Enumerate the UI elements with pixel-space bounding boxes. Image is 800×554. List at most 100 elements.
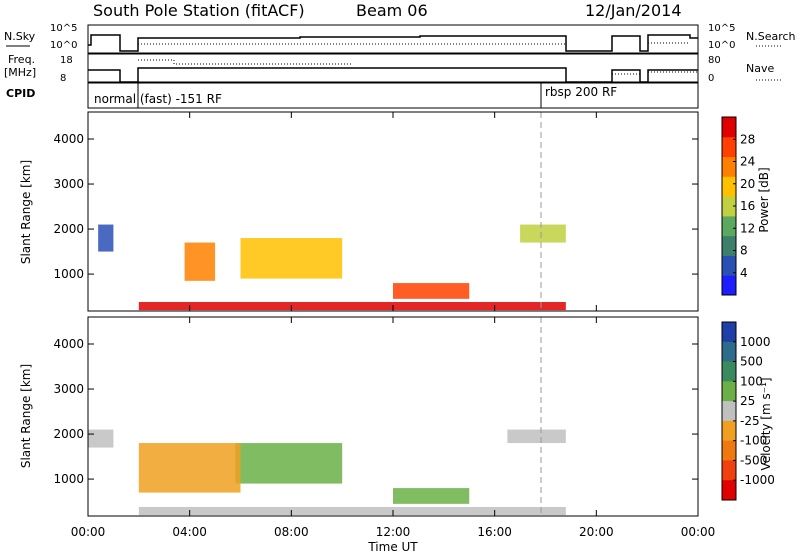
colorbar-tick-label: 8: [740, 244, 748, 258]
x-tick-label: 00:00: [71, 525, 106, 539]
velocity-echo-region-4: [88, 429, 114, 448]
y-tick-label: 3000: [53, 177, 84, 191]
colorbar-tick-label: 4: [740, 266, 748, 280]
colorbar-tick-label: -1000: [740, 473, 775, 487]
y-tick-label: 2000: [53, 427, 84, 441]
velocity-colorbar-label: Velocity [m s⁻¹]: [759, 377, 773, 470]
power-echo-region-2: [393, 283, 470, 299]
power-echo-region-1: [240, 238, 343, 279]
nsky-tick-top: 10^5: [50, 23, 77, 34]
power-echo-marks: [98, 224, 566, 311]
colorbar-swatch: [722, 440, 736, 461]
colorbar-swatch: [722, 275, 736, 296]
velocity-y-axis-label: Slant Range [km]: [19, 364, 33, 468]
freq-tick-bottom: 8: [60, 73, 66, 84]
y-tick-label: 1000: [53, 472, 84, 486]
colorbar-swatch: [722, 361, 736, 382]
nsky-strip-frame: [87, 24, 699, 54]
x-axis-label: Time UT: [367, 540, 418, 554]
x-tick-label: 20:00: [579, 525, 614, 539]
power-echo-region-0: [138, 301, 566, 311]
freq-trace: [88, 67, 698, 83]
nave-trace: [138, 59, 698, 75]
nsearch-tick-bottom: 10^0: [708, 40, 735, 51]
colorbar-swatch: [722, 322, 736, 343]
cpid-mode-rbsp: rbsp 200 RF: [545, 85, 617, 99]
x-tick-label: 12:00: [376, 525, 411, 539]
cpid-strip-frame: [87, 82, 699, 109]
colorbar-tick-label: 25: [740, 394, 755, 408]
colorbar-tick-label: -100: [740, 434, 767, 448]
colorbar-swatch: [722, 136, 736, 158]
time-x-axis: 00:00 04:00 08:00 12:00 16:00 20:00 00:00: [71, 112, 716, 539]
colorbar-swatch: [722, 460, 736, 481]
colorbar-swatch: [722, 480, 736, 501]
nsky-label: N.Sky: [4, 30, 36, 43]
x-tick-label: 04:00: [172, 525, 207, 539]
nsky-tick-bottom: 10^0: [50, 40, 77, 51]
colorbar-swatch: [722, 176, 736, 197]
freq-label-line1: Freq.: [8, 53, 35, 66]
y-tick-label: 4000: [53, 337, 84, 351]
cpid-label: CPID: [6, 87, 35, 100]
colorbar-swatch: [722, 420, 736, 442]
x-tick-label: 08:00: [274, 525, 309, 539]
nsearch-trace: [138, 42, 690, 45]
velocity-echo-region-3: [138, 443, 241, 493]
colorbar-tick-label: 12: [740, 221, 755, 235]
colorbar-swatch: [722, 156, 736, 177]
velocity-echo-region-2: [393, 488, 470, 504]
velocity-y-ticks: 1000 2000 3000 4000: [53, 337, 698, 486]
colorbar-swatch: [722, 235, 736, 256]
y-tick-label: 3000: [53, 382, 84, 396]
cpid-mode-normal: normal (fast) -151 RF: [94, 92, 222, 106]
colorbar-swatch: [722, 341, 736, 363]
power-echo-region-3: [184, 242, 216, 281]
y-tick-label: 4000: [53, 132, 84, 146]
velocity-echo-marks: [88, 429, 566, 516]
colorbar-tick-label: 24: [740, 155, 755, 169]
colorbar-tick-label: 20: [740, 177, 755, 191]
colorbar-tick-label: 500: [740, 355, 763, 369]
x-tick-label: 00:00: [681, 525, 716, 539]
power-panel: 1000 2000 3000 4000 Slant Range [km]: [19, 111, 699, 312]
power-colorbar-label: Power [dB]: [757, 167, 771, 232]
colorbar-tick-label: -500: [740, 453, 767, 467]
power-echo-region-4: [98, 224, 114, 252]
colorbar-swatch: [722, 401, 736, 422]
x-tick-label: 16:00: [477, 525, 512, 539]
colorbar-tick-label: -25: [740, 414, 760, 428]
date-label: 12/Jan/2014: [585, 1, 682, 20]
colorbar-swatch: [722, 255, 736, 276]
power-y-ticks: 1000 2000 3000 4000: [53, 132, 698, 281]
nsearch-tick-top: 10^5: [708, 23, 735, 34]
beam-label: Beam 06: [356, 1, 428, 20]
freq-label-line2: [MHz]: [4, 66, 36, 79]
colorbar-swatch: [722, 215, 736, 237]
y-tick-label: 2000: [53, 222, 84, 236]
nsearch-label: N.Search: [746, 30, 796, 43]
nave-label: Nave: [746, 62, 774, 75]
colorbar-tick-label: 1000: [740, 335, 771, 349]
colorbar-swatch: [722, 117, 736, 138]
velocity-colorbar: 1000 500 100 25 -25 -100 -500 -1000: [721, 321, 775, 501]
colorbar-tick-label: 16: [740, 199, 755, 213]
colorbar-swatch: [722, 196, 736, 217]
velocity-echo-region-0: [138, 506, 566, 516]
freq-tick-top: 18: [60, 55, 73, 66]
nave-tick-bottom: 0: [708, 73, 714, 84]
power-y-axis-label: Slant Range [km]: [19, 160, 33, 264]
y-tick-label: 1000: [53, 267, 84, 281]
power-panel-bg: [88, 112, 698, 311]
colorbar-tick-label: 28: [740, 132, 755, 146]
colorbar-swatch: [722, 381, 736, 402]
nave-tick-top: 80: [708, 55, 721, 66]
station-title: South Pole Station (fitACF): [93, 1, 305, 20]
colorbar-tick-label: 100: [740, 374, 763, 388]
colorbar-frame: [721, 321, 737, 501]
power-echo-region-5: [520, 224, 566, 243]
power-colorbar: 4 8 12 16 20 24 28: [721, 116, 755, 296]
freq-strip-frame: [87, 53, 699, 83]
velocity-panel: 1000 2000 3000 4000 Slant Range [km]: [19, 316, 699, 517]
